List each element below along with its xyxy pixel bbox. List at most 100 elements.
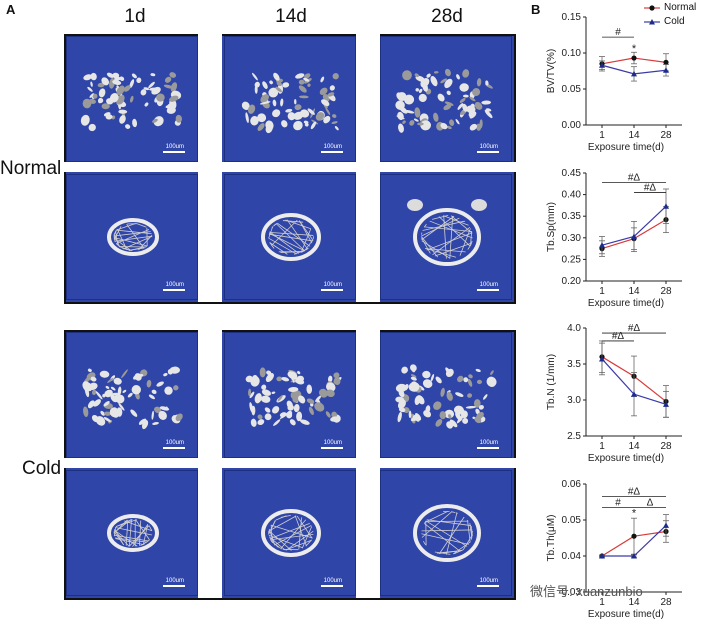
watermark: 微信号: xuanzunbio bbox=[530, 584, 643, 599]
point-cold bbox=[663, 203, 669, 209]
y-axis-label: Tb.Th(μM) bbox=[546, 515, 557, 562]
scale-bar bbox=[321, 585, 343, 587]
legend-label-cold: Cold bbox=[664, 16, 685, 27]
grid-gap-horizontal bbox=[64, 162, 516, 172]
x-tick-label: 14 bbox=[628, 597, 640, 608]
scale-bar bbox=[321, 289, 343, 291]
y-tick-label: 0.40 bbox=[562, 190, 582, 201]
ct-tile-cold-28d-cross-section: 100um bbox=[380, 470, 512, 596]
y-tick-label: 0.20 bbox=[562, 276, 582, 287]
ct-tile-normal-28d-longitudinal: 100um bbox=[380, 36, 512, 162]
ct-tile-cold-14d-cross-section: 100um bbox=[224, 470, 356, 596]
point-normal bbox=[631, 55, 637, 61]
x-tick-label: 1 bbox=[599, 441, 605, 452]
x-tick-label: 1 bbox=[599, 130, 605, 141]
point-cold bbox=[631, 233, 637, 240]
y-tick-label: 0.25 bbox=[562, 254, 582, 265]
micro-ct-grid: 100um 100um 100um 100um 100um 100um 100um 100um… bbox=[64, 34, 516, 600]
point-cold bbox=[599, 553, 605, 559]
y-tick-label: 0.03 bbox=[562, 587, 582, 598]
point-cold bbox=[631, 553, 637, 559]
y-tick-label: 0.00 bbox=[562, 120, 582, 131]
significance-mark: #Δ bbox=[628, 173, 641, 184]
x-tick-label: 28 bbox=[660, 286, 672, 297]
bone-rendering bbox=[261, 213, 321, 261]
x-tick-label: 28 bbox=[660, 597, 672, 608]
scale-bar-label: 100um bbox=[165, 578, 184, 584]
col-head-1d: 1d bbox=[124, 6, 146, 27]
significance-star: * bbox=[632, 508, 637, 520]
x-tick-label: 1 bbox=[599, 286, 605, 297]
x-axis-label: Exposure time(d) bbox=[588, 609, 664, 620]
scale-bar-label: 100um bbox=[165, 282, 184, 288]
scale-bar-label: 100um bbox=[479, 578, 498, 584]
scale-bar-label: 100um bbox=[165, 144, 184, 150]
significance-mark: Δ bbox=[647, 497, 654, 508]
y-tick-label: 3.5 bbox=[567, 359, 581, 370]
legend: Normal Cold bbox=[642, 2, 708, 30]
point-cold bbox=[631, 70, 637, 77]
bone-rendering bbox=[395, 68, 493, 133]
bone-rendering bbox=[82, 366, 183, 430]
x-tick-label: 14 bbox=[628, 441, 640, 452]
y-axis-label: Tb.Sp(mm) bbox=[546, 202, 557, 252]
significance-mark: #Δ bbox=[628, 487, 641, 498]
scale-bar-label: 100um bbox=[479, 440, 498, 446]
ct-tile-cold-28d-longitudinal: 100um bbox=[380, 332, 512, 458]
y-tick-label: 0.06 bbox=[562, 479, 582, 490]
scale-bar-label: 100um bbox=[479, 282, 498, 288]
bone-rendering bbox=[407, 199, 487, 266]
x-tick-label: 14 bbox=[628, 286, 640, 297]
point-cold bbox=[663, 67, 669, 73]
panel-a-letter: A bbox=[6, 2, 16, 17]
scale-bar bbox=[163, 585, 185, 587]
scale-bar bbox=[477, 585, 499, 587]
point-normal bbox=[663, 59, 669, 65]
y-axis-label: Tb.N (1/mm) bbox=[546, 354, 557, 410]
bone-rendering bbox=[80, 72, 183, 132]
y-tick-label: 0.30 bbox=[562, 233, 582, 244]
ct-tile-normal-28d-cross-section: 100um bbox=[380, 174, 512, 300]
ct-tile-normal-14d-cross-section: 100um bbox=[224, 174, 356, 300]
scale-bar bbox=[163, 289, 185, 291]
row-label-cold: Cold bbox=[22, 458, 62, 479]
y-tick-label: 0.05 bbox=[562, 515, 582, 526]
point-cold bbox=[599, 242, 605, 248]
bone-rendering bbox=[413, 504, 481, 562]
y-tick-label: 0.15 bbox=[562, 12, 582, 23]
y-tick-label: 0.10 bbox=[562, 48, 582, 59]
legend-label-normal: Normal bbox=[664, 2, 697, 13]
y-tick-label: 4.0 bbox=[567, 323, 581, 334]
scale-bar bbox=[477, 151, 499, 153]
point-cold bbox=[663, 522, 669, 528]
bone-rendering bbox=[395, 364, 497, 429]
y-tick-label: 0.05 bbox=[562, 84, 582, 95]
x-axis-label: Exposure time(d) bbox=[588, 142, 664, 153]
ct-tile-normal-1d-cross-section: 100um bbox=[66, 174, 198, 300]
significance-mark: #Δ bbox=[644, 182, 657, 193]
y-tick-label: 0.45 bbox=[562, 168, 582, 179]
y-tick-label: 2.5 bbox=[567, 431, 581, 442]
ct-tile-cold-14d-longitudinal: 100um bbox=[224, 332, 356, 458]
scale-bar bbox=[163, 447, 185, 449]
bone-rendering bbox=[107, 218, 159, 256]
scale-bar-label: 100um bbox=[323, 578, 342, 584]
scale-bar-label: 100um bbox=[323, 144, 342, 150]
ct-tile-cold-1d-cross-section: 100um bbox=[66, 470, 198, 596]
point-cold bbox=[599, 62, 605, 68]
scale-bar bbox=[321, 151, 343, 153]
x-axis-label: Exposure time(d) bbox=[588, 298, 664, 309]
x-tick-label: 14 bbox=[628, 130, 640, 141]
scale-bar bbox=[477, 447, 499, 449]
col-head-14d: 14d bbox=[275, 6, 307, 27]
y-tick-label: 0.04 bbox=[562, 551, 582, 562]
point-cold bbox=[663, 401, 669, 407]
significance-mark: #Δ bbox=[628, 323, 641, 334]
legend-marker-cold bbox=[649, 19, 655, 25]
significance-star: * bbox=[632, 43, 637, 55]
significance-mark: # bbox=[615, 497, 621, 508]
bone-rendering bbox=[245, 367, 342, 427]
point-cold bbox=[599, 355, 605, 362]
x-tick-label: 1 bbox=[599, 597, 605, 608]
